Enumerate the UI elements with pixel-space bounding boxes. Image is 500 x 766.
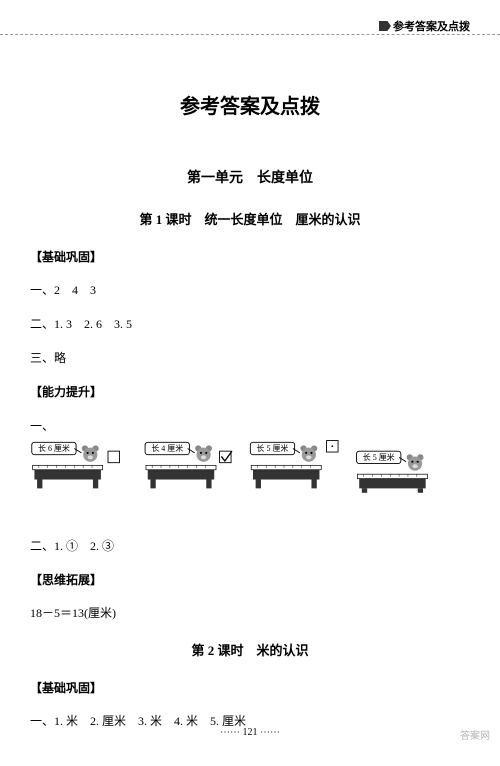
basic2-header: 【基础巩固】 (30, 679, 470, 696)
page-header: 参考答案及点拨 (379, 18, 470, 34)
extend-header: 【思维拓展】 (30, 571, 470, 588)
bear-label: 长 4 厘米 (151, 443, 183, 453)
answer-line: 二、1. 3 2. 6 3. 5 (30, 315, 470, 333)
ability-header: 【能力提升】 (30, 383, 470, 400)
watermark: 答案网 (460, 727, 490, 742)
bear-item: 长 4 厘米 (138, 434, 236, 499)
lesson1-title: 第 1 课时 统一长度单位 厘米的认识 (30, 209, 470, 228)
arrow-icon (379, 21, 391, 31)
bear-figure: 长 5 厘米 (245, 434, 343, 494)
checkbox-empty (108, 451, 120, 463)
bear-label: 长 6 厘米 (38, 443, 70, 453)
basic-header: 【基础巩固】 (30, 248, 470, 265)
bear-figure: 长 6 厘米 (30, 434, 128, 494)
answer-line: 二、1. ① 2. ③ (30, 537, 470, 555)
header-label: 参考答案及点拨 (393, 18, 470, 34)
main-title: 参考答案及点拨 (30, 90, 470, 119)
bear-figure: 长 4 厘米 (138, 434, 236, 494)
page-number: ⋯⋯ 121 ⋯⋯ (0, 727, 500, 738)
answer-line: 18－5＝13(厘米) (30, 604, 470, 622)
lesson2-title: 第 2 课时 米的认识 (30, 640, 470, 659)
answer-line: 一、2 4 3 (30, 281, 470, 299)
bear-figure: 长 5 厘米 (353, 434, 451, 494)
bear-label: 长 5 厘米 (362, 452, 394, 462)
bear-item: 长 5 厘米 (245, 434, 343, 499)
bear-item: 长 5 厘米 (353, 434, 451, 499)
header-divider (0, 34, 500, 35)
bear-item: 长 6 厘米 (30, 434, 128, 499)
answer-line: 三、略 (30, 349, 470, 367)
bears-row: 长 6 厘米 长 4 厘米 (30, 434, 450, 499)
page-content: 参考答案及点拨 第一单元 长度单位 第 1 课时 统一长度单位 厘米的认识 【基… (0, 0, 500, 766)
ability-prefix: 一、 (30, 417, 54, 434)
bear-label: 长 5 厘米 (257, 443, 289, 453)
unit-title: 第一单元 长度单位 (30, 167, 470, 187)
